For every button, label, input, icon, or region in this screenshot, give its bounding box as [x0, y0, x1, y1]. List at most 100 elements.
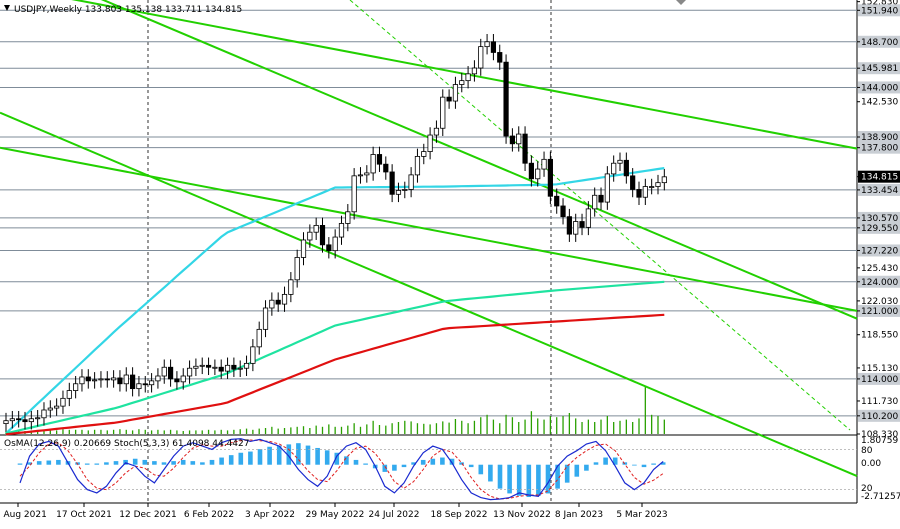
candle[interactable]	[294, 257, 300, 281]
candle[interactable]	[123, 374, 129, 385]
candle[interactable]	[383, 163, 389, 173]
candle[interactable]	[9, 418, 15, 422]
candle[interactable]	[212, 366, 218, 369]
candle[interactable]	[478, 46, 484, 69]
channel-line-2[interactable]	[0, 111, 858, 477]
candle[interactable]	[281, 293, 288, 305]
candle[interactable]	[661, 176, 667, 184]
candle[interactable]	[3, 420, 9, 425]
candle[interactable]	[585, 208, 591, 228]
candle[interactable]	[421, 151, 427, 157]
candle[interactable]	[142, 383, 148, 386]
candle[interactable]	[231, 364, 237, 370]
candle[interactable]	[167, 366, 174, 380]
candle[interactable]	[528, 162, 534, 180]
candle[interactable]	[446, 96, 452, 102]
candle[interactable]	[269, 299, 275, 309]
candle[interactable]	[509, 135, 516, 145]
candle[interactable]	[402, 189, 408, 191]
candle[interactable]	[376, 154, 383, 165]
candle[interactable]	[218, 366, 224, 372]
candle[interactable]	[155, 375, 161, 382]
candle[interactable]	[427, 134, 433, 152]
ma-line-slow[interactable]	[5, 313, 665, 436]
candle[interactable]	[611, 162, 617, 175]
candle[interactable]	[332, 236, 338, 252]
candle[interactable]	[503, 61, 509, 137]
channel-line-4[interactable]	[0, 146, 858, 312]
candle[interactable]	[117, 377, 123, 385]
candle[interactable]	[547, 158, 553, 197]
candle[interactable]	[16, 418, 22, 421]
candle[interactable]	[370, 154, 376, 174]
candle[interactable]	[313, 225, 319, 233]
candle[interactable]	[256, 328, 262, 348]
candle[interactable]	[364, 172, 370, 176]
candle[interactable]	[307, 231, 313, 241]
candle[interactable]	[73, 383, 79, 391]
candle[interactable]	[433, 127, 440, 136]
candle[interactable]	[566, 216, 572, 235]
scroll-marker-icon[interactable]	[676, 0, 686, 5]
candle[interactable]	[623, 159, 629, 177]
candle[interactable]	[319, 225, 326, 246]
candle[interactable]	[604, 173, 610, 203]
candle[interactable]	[642, 186, 648, 198]
candle[interactable]	[41, 409, 47, 419]
candle[interactable]	[655, 182, 661, 187]
candle[interactable]	[522, 133, 528, 164]
candle[interactable]	[129, 374, 136, 390]
candle[interactable]	[598, 194, 604, 203]
candle[interactable]	[649, 186, 655, 188]
candle[interactable]	[351, 175, 357, 213]
candle[interactable]	[579, 221, 585, 228]
candle[interactable]	[636, 189, 642, 198]
candle[interactable]	[66, 390, 72, 399]
candle[interactable]	[262, 307, 269, 330]
stoch-signal-line[interactable]	[19, 439, 664, 500]
candle[interactable]	[28, 418, 34, 423]
candle[interactable]	[345, 211, 351, 224]
dashed-trendline[interactable]	[349, 0, 851, 431]
candle[interactable]	[440, 96, 446, 129]
candle[interactable]	[161, 366, 167, 377]
candle[interactable]	[389, 171, 395, 195]
candle[interactable]	[35, 417, 41, 420]
candle[interactable]	[300, 239, 307, 258]
candle[interactable]	[452, 84, 459, 102]
candle[interactable]	[288, 279, 294, 295]
candle[interactable]	[250, 346, 256, 364]
candle[interactable]	[554, 195, 560, 207]
ma-line-mid[interactable]	[5, 280, 665, 435]
candle[interactable]	[92, 379, 98, 382]
candle[interactable]	[414, 156, 421, 176]
candle[interactable]	[541, 158, 547, 170]
candle[interactable]	[459, 80, 465, 85]
candle[interactable]	[465, 73, 471, 82]
candle[interactable]	[22, 419, 28, 423]
candle[interactable]	[338, 223, 345, 238]
candle[interactable]	[224, 364, 231, 372]
candle[interactable]	[243, 362, 250, 369]
candle[interactable]	[535, 168, 541, 180]
candle[interactable]	[560, 205, 566, 218]
candle[interactable]	[174, 378, 180, 383]
candle[interactable]	[205, 364, 212, 368]
candle[interactable]	[193, 365, 199, 369]
candle[interactable]	[484, 41, 490, 48]
candle[interactable]	[111, 377, 117, 381]
candle[interactable]	[630, 175, 636, 190]
candle[interactable]	[357, 174, 364, 177]
candle[interactable]	[395, 190, 402, 195]
candle[interactable]	[573, 221, 579, 235]
candle[interactable]	[98, 378, 104, 381]
candle[interactable]	[326, 244, 332, 252]
candle[interactable]	[275, 299, 281, 305]
candle[interactable]	[47, 407, 53, 411]
candle[interactable]	[148, 380, 155, 386]
candle[interactable]	[79, 376, 85, 385]
candle[interactable]	[516, 133, 522, 145]
candle[interactable]	[471, 67, 478, 75]
candle[interactable]	[592, 194, 598, 210]
